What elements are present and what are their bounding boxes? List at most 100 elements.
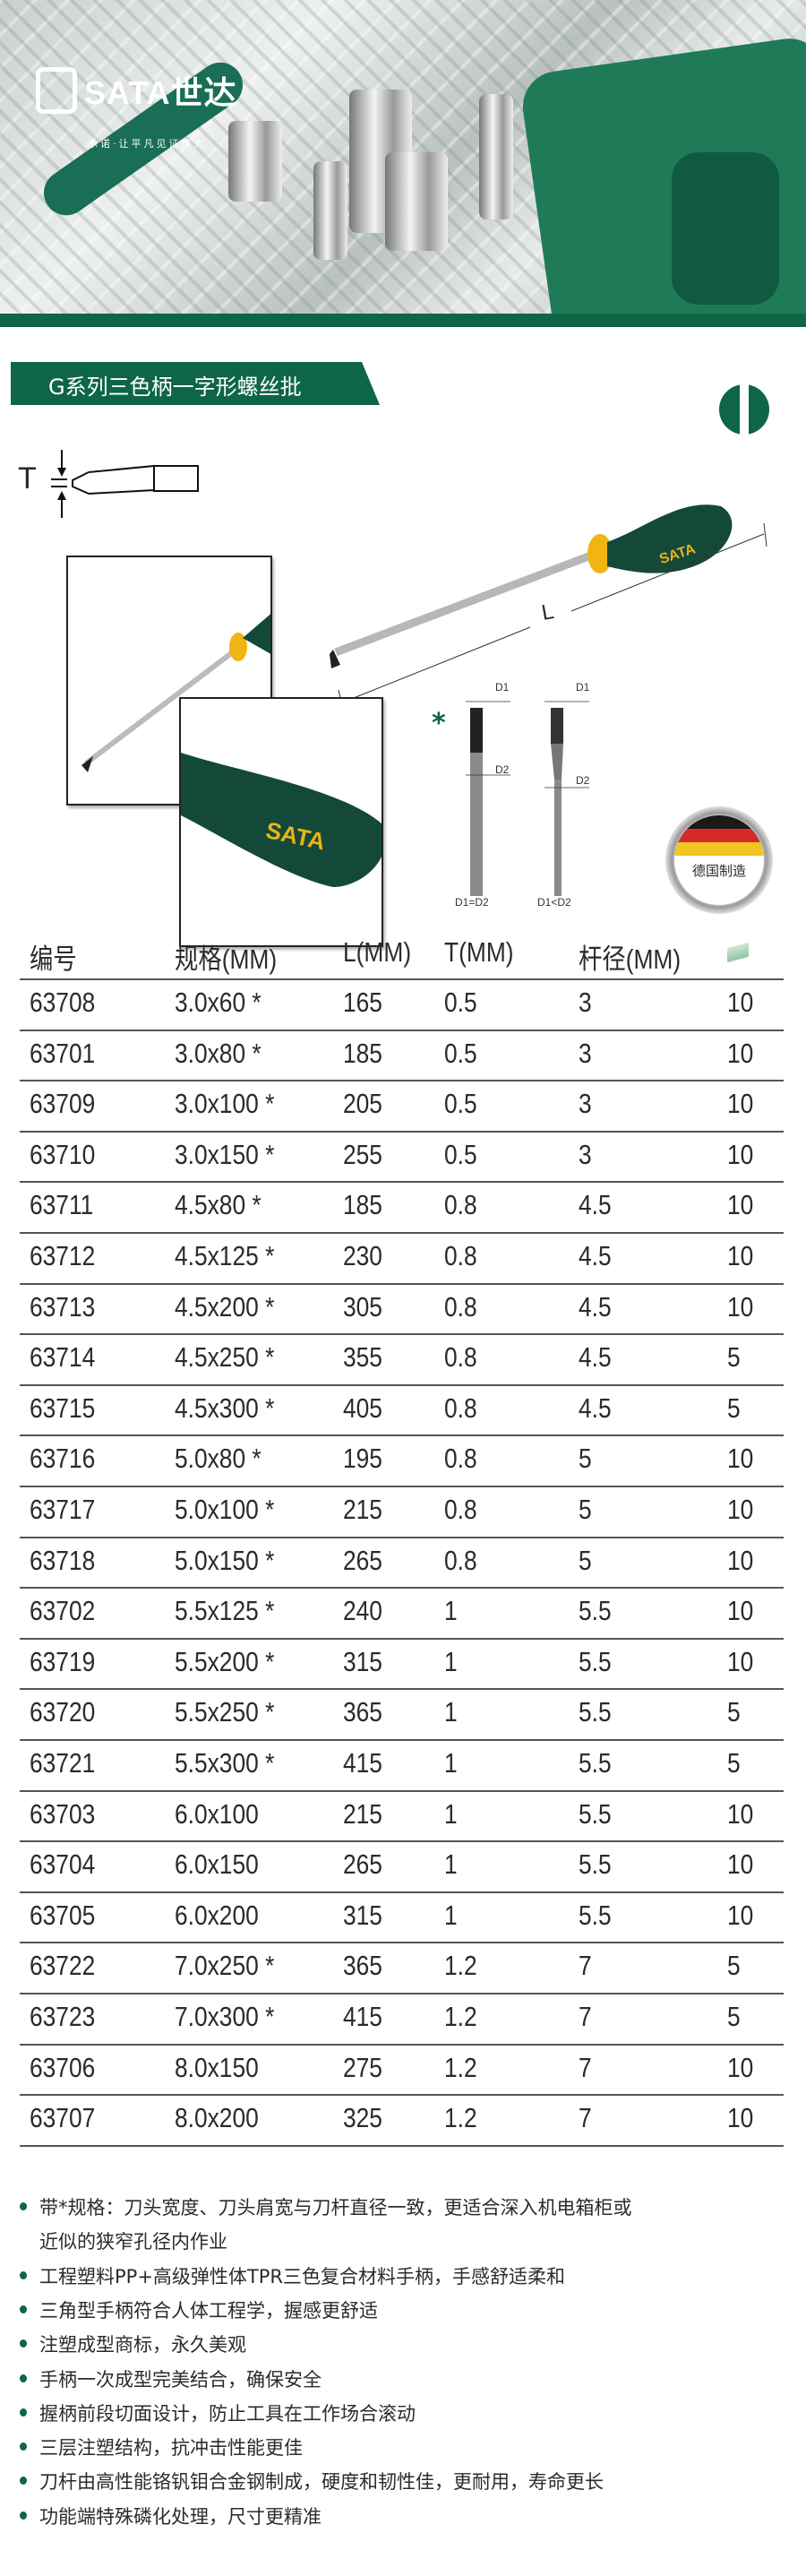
table-cell: 3 bbox=[579, 986, 592, 1018]
bullet-icon bbox=[20, 2202, 27, 2210]
row-divider bbox=[20, 1688, 784, 1691]
column-header: 编号 bbox=[30, 943, 77, 975]
column-header: L(MM) bbox=[343, 936, 412, 968]
table-cell: 1 bbox=[444, 1797, 458, 1830]
table-cell: 63707 bbox=[30, 2102, 96, 2134]
table-cell: 63717 bbox=[30, 1494, 96, 1525]
table-cell: 10 bbox=[727, 1443, 754, 1475]
screwdriver-image: SATA bbox=[330, 504, 767, 714]
table-cell: 10 bbox=[727, 1088, 754, 1120]
row-divider bbox=[20, 1536, 784, 1538]
table-cell: 63715 bbox=[30, 1391, 96, 1424]
table-cell: 10 bbox=[727, 1189, 754, 1221]
table-cell: 5.5x250 * bbox=[175, 1696, 275, 1728]
row-divider bbox=[20, 1232, 784, 1234]
row-divider bbox=[20, 1080, 784, 1082]
row-divider bbox=[20, 978, 784, 980]
table-cell: 0.8 bbox=[444, 1341, 477, 1374]
table-cell: 63708 bbox=[30, 986, 96, 1018]
bullet-icon bbox=[20, 2374, 27, 2382]
table-cell: 215 bbox=[343, 1494, 382, 1525]
table-cell: 230 bbox=[343, 1240, 382, 1271]
table-cell: 405 bbox=[343, 1391, 382, 1424]
table-cell: 3.0x100 * bbox=[175, 1088, 275, 1120]
table-cell: 63714 bbox=[30, 1341, 96, 1374]
slotted-tip-icon bbox=[719, 384, 769, 435]
table-cell: 3.0x150 * bbox=[175, 1138, 275, 1170]
table-cell: 10 bbox=[727, 1595, 754, 1627]
hero-banner-image bbox=[0, 0, 806, 314]
d1-label: D1 bbox=[495, 681, 510, 694]
table-cell: 63719 bbox=[30, 1645, 96, 1677]
table-cell: 5 bbox=[727, 1341, 741, 1374]
table-cell: 1 bbox=[444, 1696, 458, 1728]
table-cell: 4.5 bbox=[579, 1189, 612, 1221]
table-cell: 10 bbox=[727, 1848, 754, 1881]
table-cell: 5.5x300 * bbox=[175, 1747, 275, 1779]
row-divider bbox=[20, 1434, 784, 1437]
table-cell: 7 bbox=[579, 2001, 592, 2032]
table-cell: 315 bbox=[343, 1645, 382, 1677]
table-cell: 63706 bbox=[30, 2051, 96, 2083]
table-cell: 10 bbox=[727, 1138, 754, 1170]
table-cell: 5 bbox=[579, 1443, 592, 1475]
table-cell: 0.8 bbox=[444, 1290, 477, 1322]
table-cell: 4.5x200 * bbox=[175, 1290, 275, 1322]
table-cell: 0.8 bbox=[444, 1443, 477, 1475]
table-cell: 5.0x80 * bbox=[175, 1443, 262, 1475]
package-quantity-icon bbox=[727, 942, 749, 963]
table-cell: 1 bbox=[444, 1595, 458, 1627]
made-in-germany-badge: 德国制造 bbox=[665, 806, 773, 914]
table-cell: 63723 bbox=[30, 2001, 96, 2032]
table-cell: 265 bbox=[343, 1848, 382, 1881]
table-cell: 4.5x300 * bbox=[175, 1391, 275, 1424]
table-cell: 63720 bbox=[30, 1696, 96, 1728]
table-cell: 0.5 bbox=[444, 1138, 477, 1170]
row-divider bbox=[20, 1383, 784, 1386]
table-cell: 6.0x200 bbox=[175, 1899, 259, 1931]
table-cell: 4.5 bbox=[579, 1290, 612, 1322]
table-cell: 0.8 bbox=[444, 1189, 477, 1221]
column-header: 杆径(MM) bbox=[579, 943, 682, 975]
table-cell: 5.5 bbox=[579, 1899, 612, 1931]
table-cell: 215 bbox=[343, 1797, 382, 1830]
sata-logo: SATA世达 bbox=[36, 67, 237, 114]
shaft-diagram bbox=[466, 701, 589, 896]
table-cell: 415 bbox=[343, 2001, 382, 2032]
feature-text: 三层注塑结构，抗冲击性能更佳 bbox=[39, 2437, 303, 2460]
table-cell: 0.5 bbox=[444, 986, 477, 1018]
feature-text: 握柄前段切面设计，防止工具在工作场合滚动 bbox=[39, 2402, 416, 2425]
tip-thickness-diagram bbox=[51, 450, 199, 518]
table-cell: 255 bbox=[343, 1138, 382, 1170]
table-cell: 7.0x300 * bbox=[175, 2001, 275, 2032]
table-cell: 63711 bbox=[30, 1189, 94, 1221]
table-cell: 185 bbox=[343, 1037, 382, 1069]
table-cell: 10 bbox=[727, 1037, 754, 1069]
table-cell: 4.5x125 * bbox=[175, 1240, 275, 1271]
row-divider bbox=[20, 2144, 784, 2147]
feature-text: 注塑成型商标，永久美观 bbox=[39, 2334, 246, 2356]
table-cell: 265 bbox=[343, 1544, 382, 1576]
table-cell: 4.5x80 * bbox=[175, 1189, 262, 1221]
badge-text: 德国制造 bbox=[691, 863, 746, 879]
table-cell: 63703 bbox=[30, 1797, 96, 1830]
table-cell: 195 bbox=[343, 1443, 382, 1475]
table-cell: 355 bbox=[343, 1341, 382, 1374]
table-cell: 63705 bbox=[30, 1899, 96, 1931]
table-cell: 0.8 bbox=[444, 1391, 477, 1424]
table-cell: 63710 bbox=[30, 1138, 96, 1170]
row-divider bbox=[20, 1333, 784, 1336]
row-divider bbox=[20, 1486, 784, 1487]
table-cell: 275 bbox=[343, 2051, 382, 2083]
feature-text: 刀杆由高性能铬钒钼合金钢制成，硬度和韧性佳，更耐用，寿命更长 bbox=[39, 2471, 604, 2494]
row-divider bbox=[20, 1130, 784, 1133]
table-cell: 5.0x100 * bbox=[175, 1494, 275, 1525]
screwdriver-closeup-photo bbox=[66, 556, 272, 806]
feature-text: 近似的狭窄孔径内作业 bbox=[39, 2231, 227, 2253]
table-cell: 5.5 bbox=[579, 1696, 612, 1728]
table-cell: 5.5 bbox=[579, 1595, 612, 1627]
bullet-icon bbox=[20, 2270, 27, 2279]
table-cell: 165 bbox=[343, 986, 382, 1018]
table-cell: 1 bbox=[444, 1848, 458, 1881]
table-cell: 5.5 bbox=[579, 1645, 612, 1677]
